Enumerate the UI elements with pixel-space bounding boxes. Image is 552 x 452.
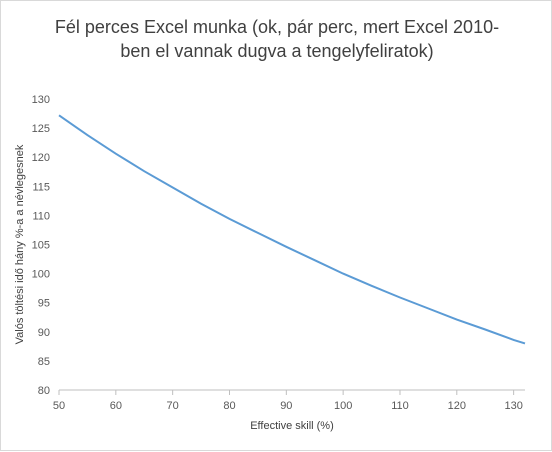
chart-title-line-1: Fél perces Excel munka (ok, pár perc, me… xyxy=(54,17,500,37)
x-tick-label: 100 xyxy=(334,400,352,412)
y-tick-label: 125 xyxy=(32,123,50,135)
y-axis-title: Valós töltési idő hány %-a a névlegesnek xyxy=(14,144,26,344)
series-line xyxy=(58,114,526,345)
y-tick-label: 110 xyxy=(32,210,50,222)
y-tick-label: 130 xyxy=(32,94,50,106)
y-tick-label: 85 xyxy=(38,356,50,368)
x-tick-label: 120 xyxy=(448,400,466,412)
x-tick-label: 70 xyxy=(167,400,179,412)
x-tick-label: 80 xyxy=(223,400,235,412)
y-tick-label: 105 xyxy=(32,240,50,252)
chart-title: Fél perces Excel munka (ok, pár perc, me… xyxy=(1,15,552,63)
y-tick-label: 80 xyxy=(38,385,50,397)
x-tick-label: 130 xyxy=(504,400,522,412)
x-tick-label: 90 xyxy=(280,400,292,412)
x-axis-title: Effective skill (%) xyxy=(250,420,334,432)
x-tick-label: 110 xyxy=(391,400,409,412)
y-tick-label: 90 xyxy=(38,327,50,339)
chart-title-line-2: ben el vannak dugva a tengelyfeliratok) xyxy=(120,41,434,61)
y-tick-label: 115 xyxy=(32,181,50,193)
y-tick-label: 95 xyxy=(38,298,50,310)
x-tick-label: 50 xyxy=(53,400,65,412)
x-tick-label: 60 xyxy=(110,400,122,412)
y-tick-label: 100 xyxy=(32,269,50,281)
y-tick-label: 120 xyxy=(32,152,50,164)
